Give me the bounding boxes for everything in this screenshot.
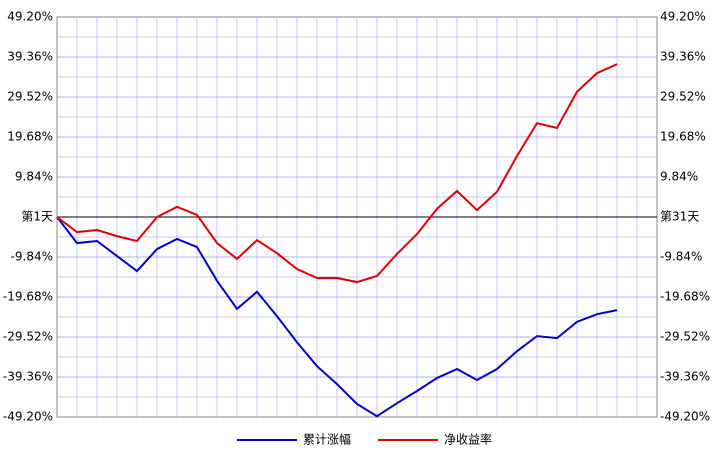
y-tick-label: 39.36% [7, 50, 53, 64]
y2-tick-label: 29.52% [660, 90, 706, 104]
y-tick-label: 19.68% [7, 130, 53, 144]
legend-label: 净收益率 [444, 432, 492, 447]
y2-tick-label: 49.20% [660, 10, 706, 24]
y-tick-label: 9.84% [15, 170, 53, 184]
series-line [56, 216, 618, 418]
y-tick-label: -19.68% [3, 290, 53, 304]
y-tick-label: -9.84% [11, 250, 53, 264]
series-line [56, 63, 618, 284]
y2-tick-label: 9.84% [660, 170, 698, 184]
y-tick-label: -49.20% [3, 410, 53, 424]
y2-tick-label: -9.84% [660, 250, 702, 264]
y2-tick-label: -29.52% [660, 330, 710, 344]
y-tick-label: 49.20% [7, 10, 53, 24]
y-tick-label: 29.52% [7, 90, 53, 104]
y2-tick-label: 39.36% [660, 50, 706, 64]
y2-tick-label: -39.36% [660, 370, 710, 384]
y2-tick-label: -49.20% [660, 410, 710, 424]
y2-tick-label: 19.68% [660, 130, 706, 144]
x-tick-label: 第1天 [21, 210, 53, 224]
x-tick-label: 第31天 [660, 210, 699, 224]
y-tick-label: -39.36% [3, 370, 53, 384]
legend-label: 累计涨幅 [303, 432, 351, 447]
y-tick-label: -29.52% [3, 330, 53, 344]
y2-tick-label: -19.68% [660, 290, 710, 304]
